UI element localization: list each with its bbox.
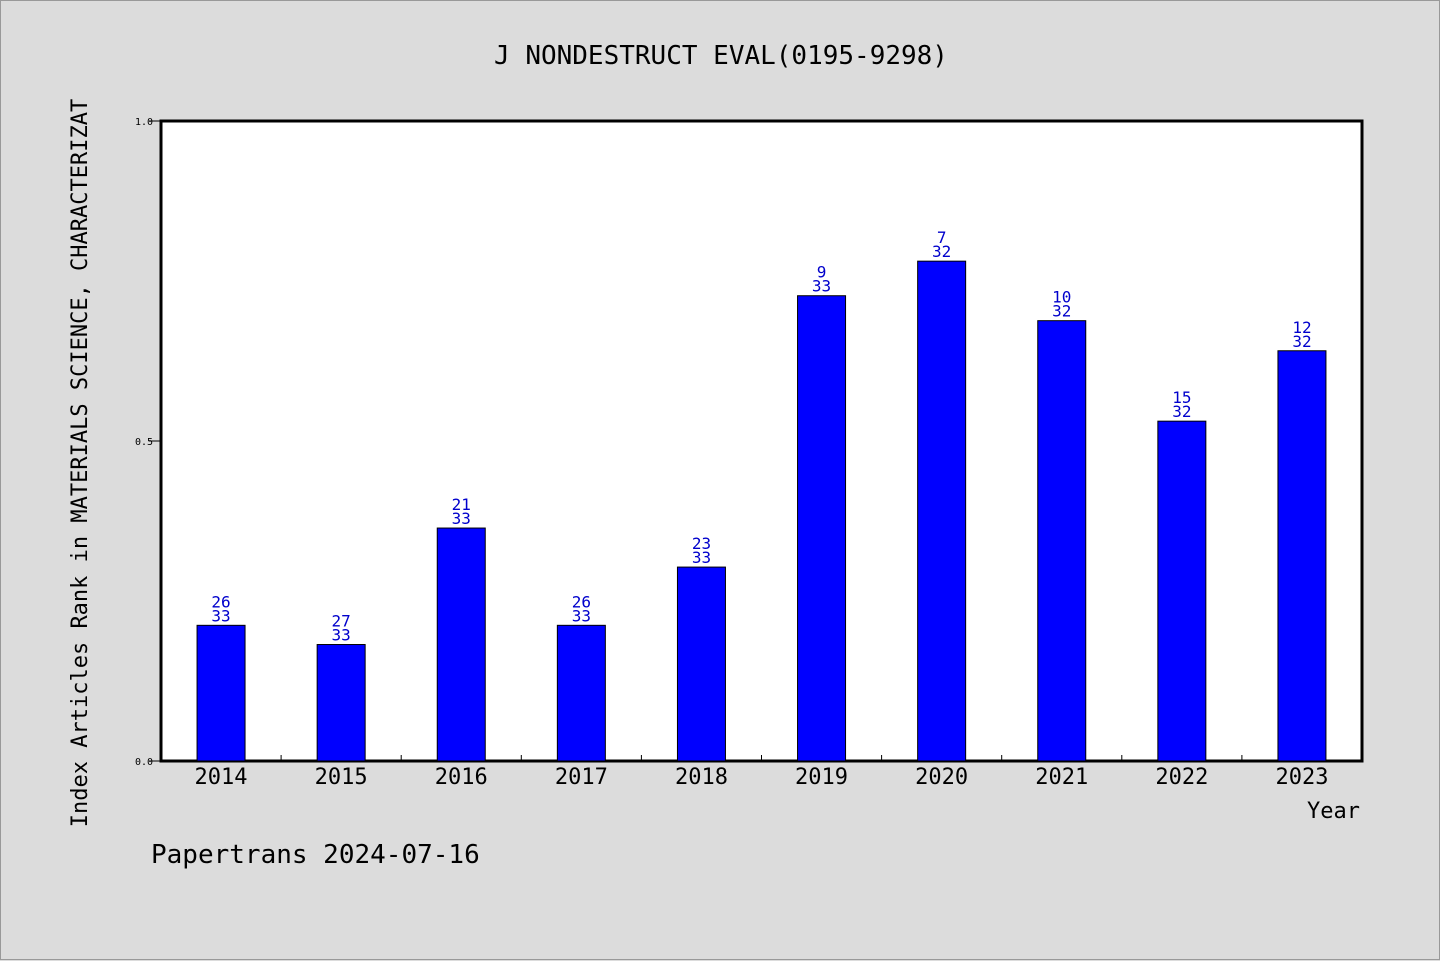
bar-total-label: 32: [932, 242, 951, 261]
bar-rank-label: 21: [452, 495, 471, 514]
y-axis-label: Index Articles Rank in MATERIALS SCIENCE…: [68, 99, 93, 827]
x-tick-label: 2023: [1275, 765, 1328, 790]
bar-total-label: 33: [812, 277, 831, 296]
bar: [676, 566, 726, 762]
bar: [556, 624, 606, 762]
bar-total-label: 33: [452, 509, 471, 528]
bar-rank-label: 27: [332, 612, 351, 631]
bar-total-label: 33: [211, 606, 230, 625]
bar-rank-label: 10: [1052, 288, 1071, 307]
bar-rank-label: 7: [937, 228, 947, 247]
bar-total-label: 32: [1172, 402, 1191, 421]
y-tick-label: 1.0: [135, 117, 153, 128]
bar-rank-label: 26: [211, 592, 230, 611]
x-tick-label: 2019: [795, 765, 848, 790]
x-tick-label: 2016: [435, 765, 488, 790]
bar: [797, 295, 847, 762]
footer-text: Papertrans 2024-07-16: [151, 840, 480, 870]
bar: [1157, 420, 1207, 762]
x-axis-label: Year: [1307, 799, 1360, 824]
bar-rank-label: 26: [572, 592, 591, 611]
bar: [917, 260, 967, 762]
bar: [1277, 350, 1327, 762]
bar: [1037, 320, 1087, 762]
bars: [196, 260, 1327, 762]
bar-rank-label: 12: [1292, 318, 1311, 337]
bar-rank-label: 15: [1172, 388, 1191, 407]
x-tick-label: 2020: [915, 765, 968, 790]
x-tick-label: 2018: [675, 765, 728, 790]
y-axis: 0.0 0.5 1.0: [135, 117, 161, 768]
bar-total-label: 33: [572, 606, 591, 625]
bar-total-label: 32: [1292, 332, 1311, 351]
bar-total-label: 33: [692, 548, 711, 567]
x-tick-label: 2022: [1155, 765, 1208, 790]
bar-total-label: 33: [332, 626, 351, 645]
bar: [196, 624, 246, 762]
y-tick-label: 0.5: [135, 437, 153, 448]
x-axis: 2014 2015 2016 2017 2018 2019 2020 2021 2022 2023: [195, 755, 1328, 790]
chart-title: J NONDESTRUCT EVAL(0195-9298): [494, 41, 948, 71]
bar-rank-label: 9: [817, 263, 827, 282]
x-tick-label: 2015: [315, 765, 368, 790]
x-tick-label: 2021: [1035, 765, 1088, 790]
bar: [316, 644, 366, 762]
x-tick-label: 2017: [555, 765, 608, 790]
bar-total-label: 32: [1052, 302, 1071, 321]
bar: [436, 527, 486, 762]
y-tick-label: 0.0: [135, 757, 153, 768]
bar-rank-label: 23: [692, 534, 711, 553]
x-tick-label: 2014: [195, 765, 248, 790]
